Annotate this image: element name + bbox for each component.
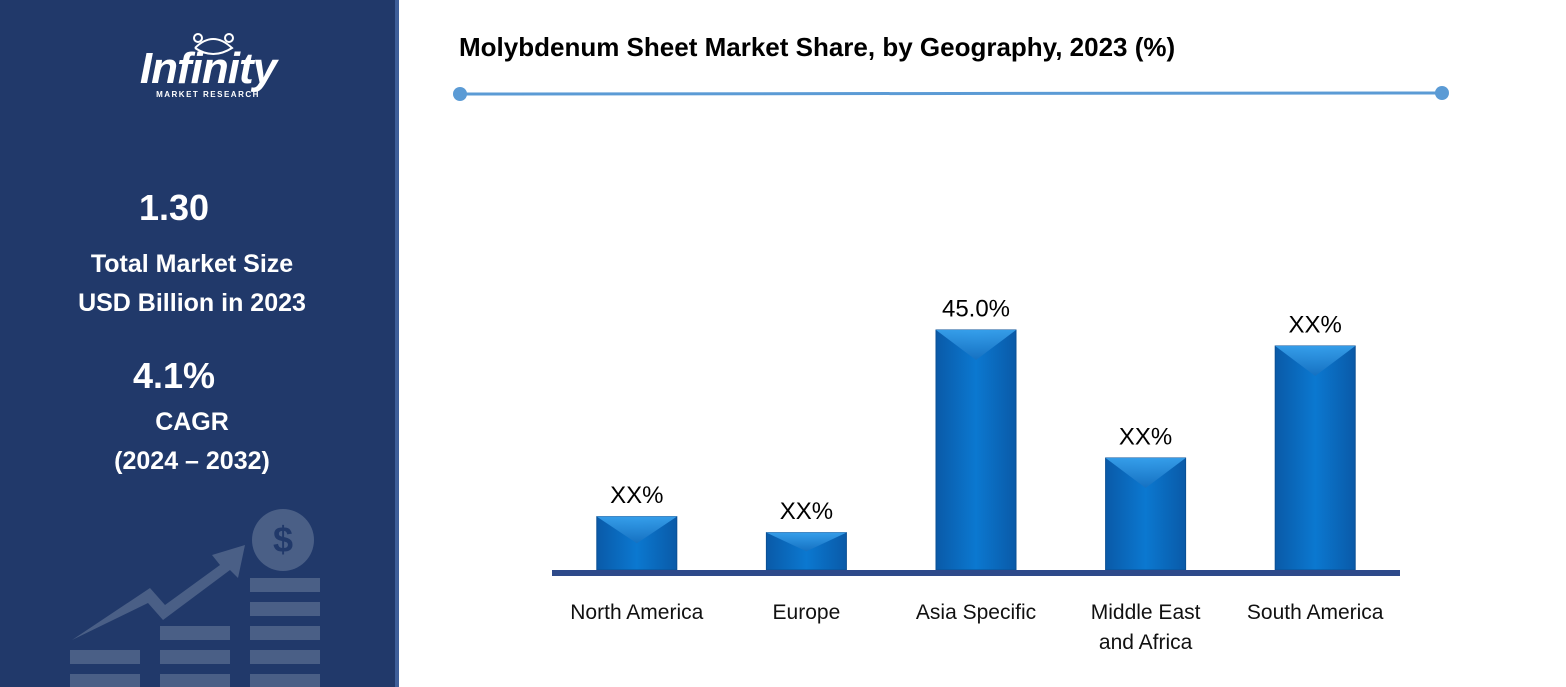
bar [1274, 345, 1356, 571]
bar-bevel [766, 532, 847, 552]
title-rule [459, 91, 1443, 96]
x-tick-label: Europe [772, 601, 841, 624]
bar-bevel [596, 516, 677, 544]
chart-title: Molybdenum Sheet Market Share, by Geogra… [459, 32, 1175, 62]
x-tick-label: North America [570, 601, 704, 624]
rule-dot [1435, 86, 1449, 100]
money-icon [70, 509, 320, 687]
dollar-sign: $ [273, 519, 293, 560]
sidebar-decor: $ [70, 33, 320, 687]
logo: Infinity [139, 44, 277, 93]
value-label: 45.0% [942, 295, 1010, 322]
x-tick-label: Asia Specific [915, 601, 1037, 624]
value-label: XX% [780, 498, 833, 525]
sidebar: $ Infinity MARKET RESEARCH 1.30 Total Ma… [0, 0, 399, 687]
bar-bevel [1275, 346, 1356, 376]
market-size-label: USD Billion in 2023 [78, 289, 306, 317]
bar-bevel [1105, 458, 1186, 488]
cagr-value: 4.1% [132, 355, 216, 396]
logo-icon [193, 33, 234, 55]
logo-sub: MARKET RESEARCH [156, 90, 260, 99]
bar-bevel [936, 330, 1016, 360]
x-tick-label: Middle East and Africa [1090, 601, 1201, 654]
bar [935, 329, 1017, 571]
cagr-label: CAGR [155, 408, 229, 436]
cagr-period: (2024 – 2032) [114, 447, 270, 475]
value-label: XX% [1289, 311, 1342, 338]
market-size-label: Total Market Size [90, 250, 294, 278]
market-size: 1.30 [138, 187, 210, 228]
value-label: XX% [1119, 423, 1172, 450]
rule-dot [453, 87, 467, 101]
bar [765, 532, 847, 571]
value-label: XX% [610, 482, 663, 509]
x-tick-label: South America [1246, 601, 1384, 624]
